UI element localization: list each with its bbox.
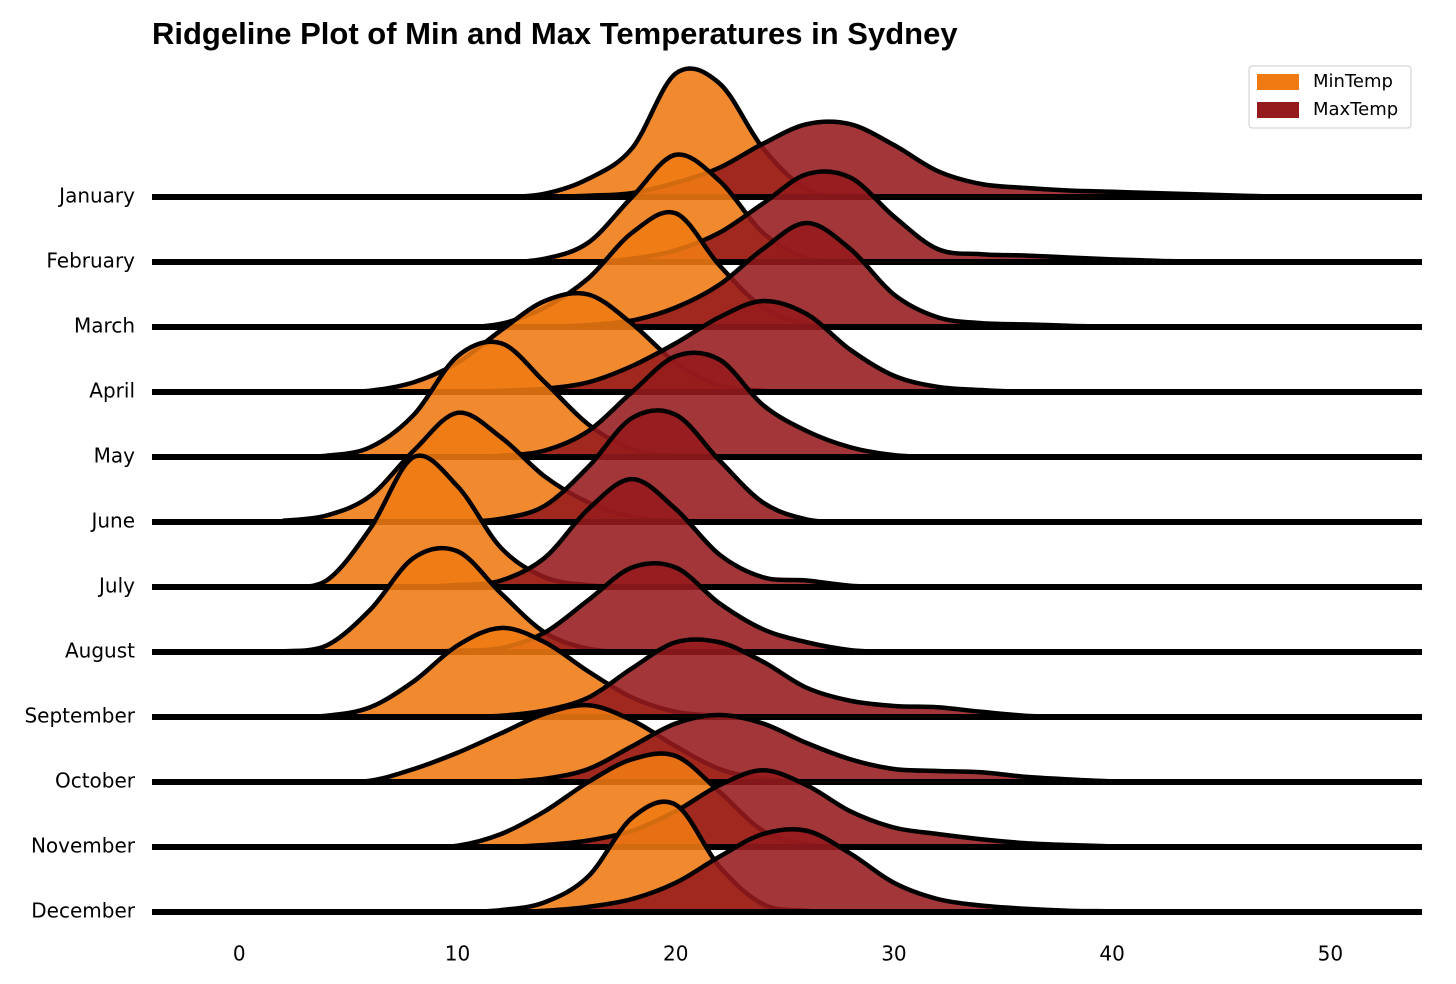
x-tick-label: 20 <box>663 942 688 966</box>
y-tick-label: May <box>94 444 136 468</box>
legend-label: MaxTemp <box>1313 99 1398 120</box>
density-area <box>282 412 1287 523</box>
chart-title: Ridgeline Plot of Min and Max Temperatur… <box>152 16 958 51</box>
density-area <box>282 121 1287 198</box>
legend-label: MinTemp <box>1313 71 1393 92</box>
density-area <box>282 753 1287 848</box>
y-tick-label: October <box>55 769 136 793</box>
legend-swatch <box>1257 102 1299 118</box>
y-tick-label: September <box>24 704 135 728</box>
density-area <box>282 639 1287 718</box>
x-tick-label: 50 <box>1318 942 1343 966</box>
x-tick-label: 30 <box>881 942 906 966</box>
y-tick-label: August <box>65 639 135 663</box>
y-tick-label: January <box>57 184 135 208</box>
density-area <box>282 223 1287 328</box>
x-tick-label: 10 <box>445 942 470 966</box>
density-area <box>282 352 1287 458</box>
y-tick-label: March <box>74 314 135 338</box>
y-tick-label: November <box>31 834 136 858</box>
y-tick-label: June <box>89 509 135 533</box>
density-area <box>282 293 1287 393</box>
y-tick-label: December <box>31 899 135 923</box>
density-area <box>282 829 1287 913</box>
density-area <box>282 705 1287 783</box>
y-tick-label: April <box>89 379 135 403</box>
density-area <box>282 341 1287 458</box>
legend-swatch <box>1257 74 1299 90</box>
density-area <box>282 300 1287 393</box>
y-tick-label: February <box>46 249 135 273</box>
x-tick-label: 0 <box>233 942 246 966</box>
x-tick-label: 40 <box>1099 942 1124 966</box>
y-tick-label: July <box>97 574 135 598</box>
density-area <box>282 171 1287 263</box>
density-area <box>282 627 1287 718</box>
density-area <box>282 715 1287 783</box>
legend: MinTemp MaxTemp <box>1248 65 1412 129</box>
density-area <box>282 770 1287 848</box>
density-area <box>282 455 1287 588</box>
